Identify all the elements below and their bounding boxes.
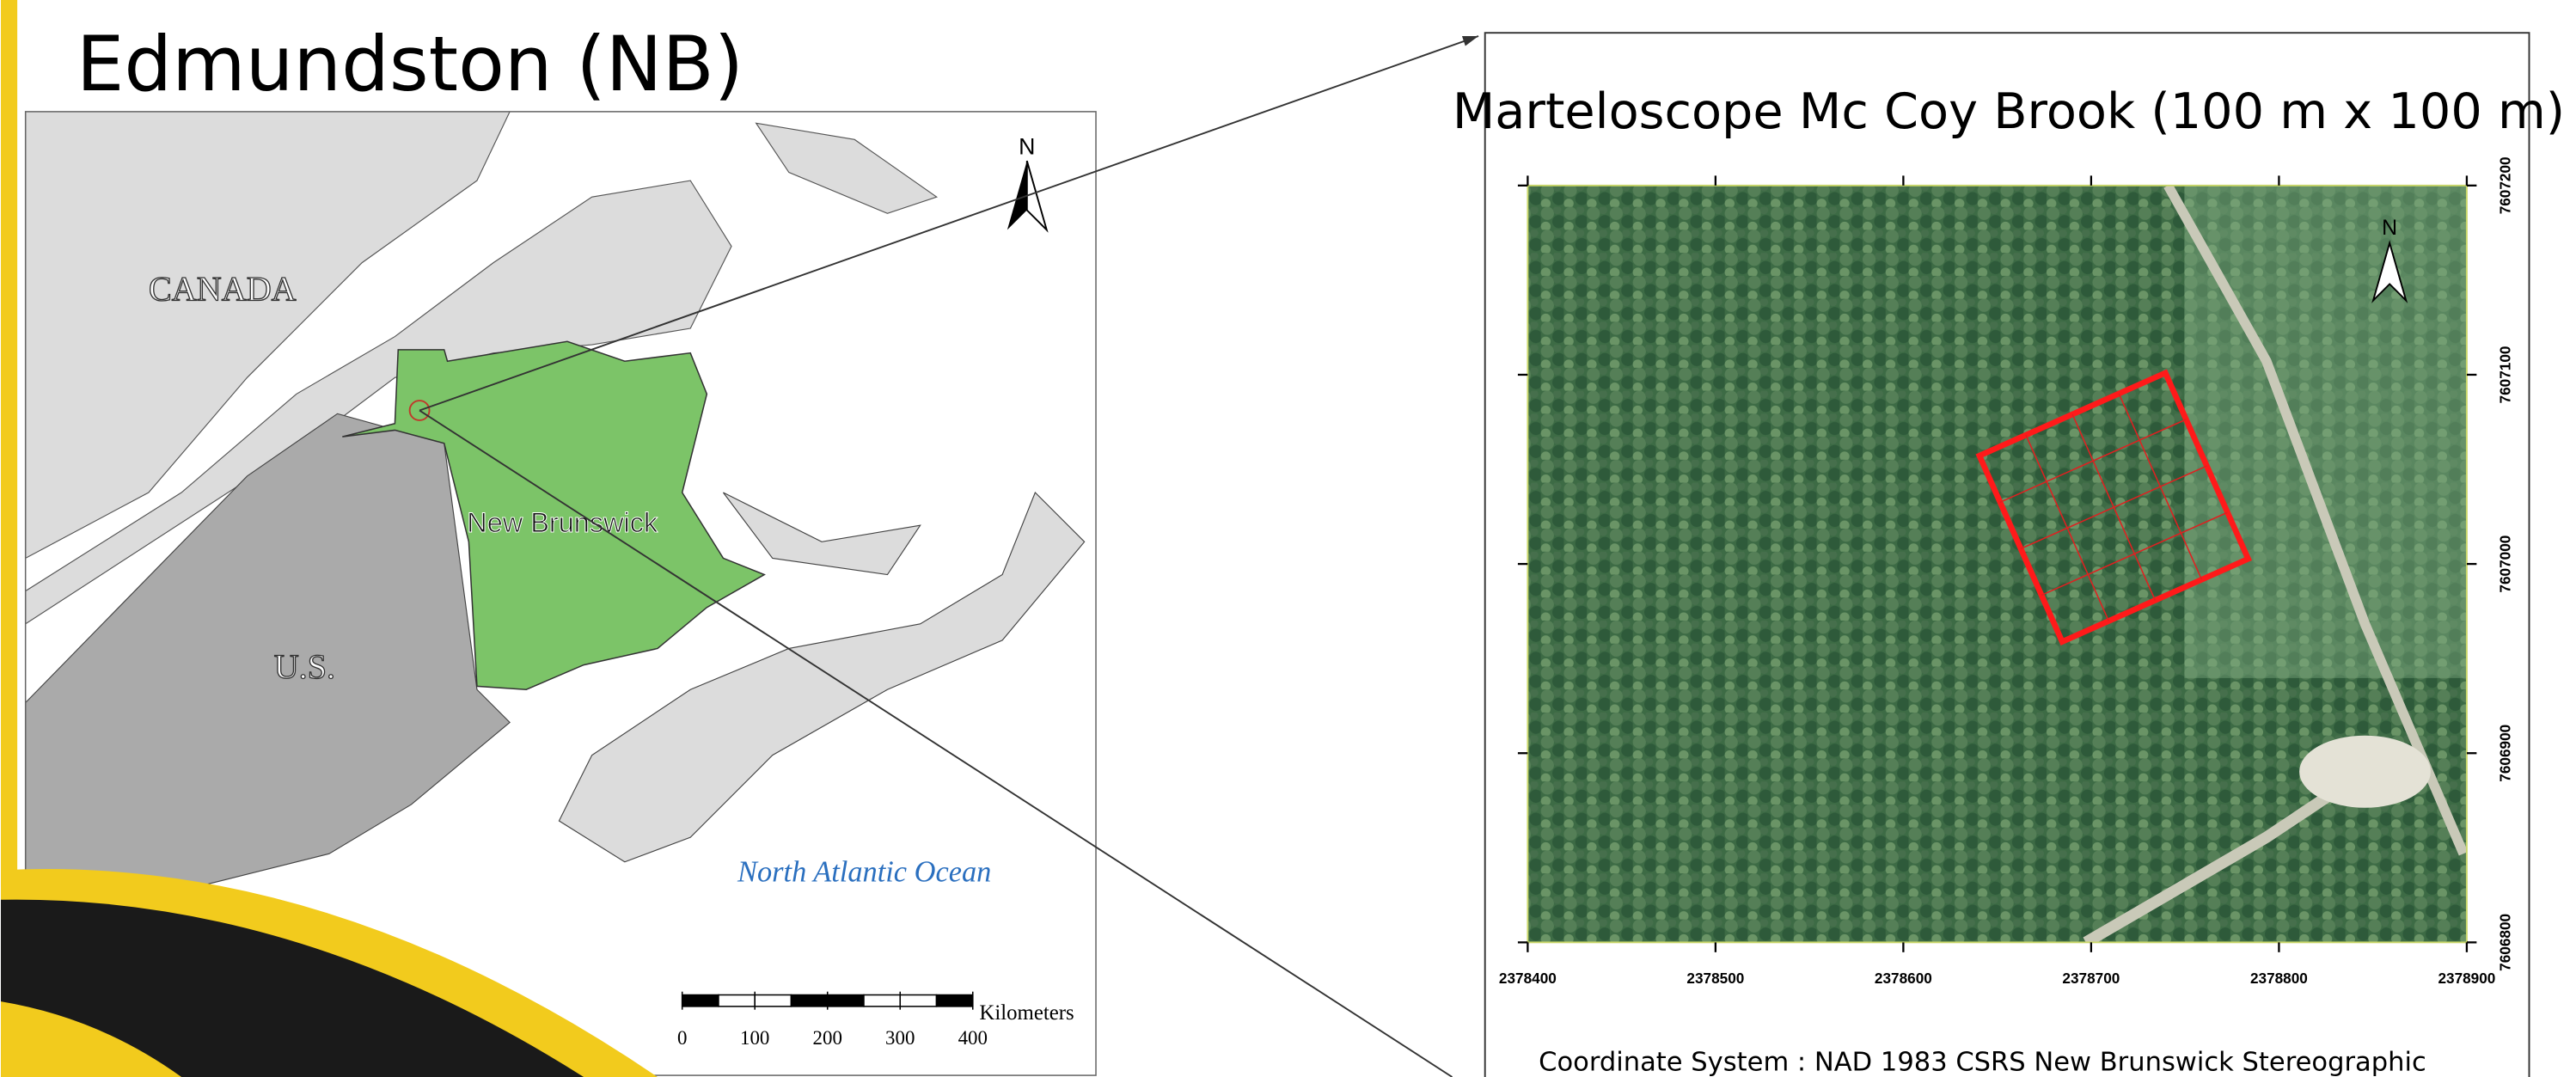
satellite-image: [1527, 186, 2467, 943]
scale-segment: [864, 994, 900, 1006]
slide: Edmundston (NB) CANADA U.S. New Brunswic…: [0, 0, 2576, 1077]
x-tick-label: 2378600: [1875, 970, 1932, 987]
scale-segment: [719, 994, 755, 1006]
y-tick-label: 7606800: [2496, 914, 2513, 971]
x-tick-label: 2378400: [1499, 970, 1557, 987]
scale-segment: [828, 994, 864, 1006]
x-tick-label: 2378500: [1686, 970, 1744, 987]
x-tick-label: 2378800: [2250, 970, 2308, 987]
scale-unit: Kilometers: [979, 1001, 1074, 1025]
scale-label: 400: [958, 1027, 988, 1049]
y-tick-label: 7607100: [2496, 346, 2513, 404]
slide-title: Edmundston (NB): [76, 20, 743, 108]
connector-arrowhead: [1462, 36, 1478, 46]
map-label: North Atlantic Ocean: [737, 856, 991, 889]
accent-bar: [1, 0, 17, 886]
scale-segment: [937, 994, 973, 1006]
scale-segment: [791, 994, 827, 1006]
scale-segment: [755, 994, 791, 1006]
scale-segment: [682, 994, 719, 1006]
scale-label: 0: [677, 1027, 687, 1049]
map-label: CANADA: [149, 270, 297, 309]
inset-title: Marteloscope Mc Coy Brook (100 m x 100 m…: [1453, 83, 2565, 140]
inset-north-label: N: [2382, 217, 2397, 240]
coordinate-system: Coordinate System : NAD 1983 CSRS New Br…: [1539, 1047, 2426, 1077]
scale-label: 100: [740, 1027, 769, 1049]
y-tick-label: 7607200: [2496, 156, 2513, 214]
map-label: U.S.: [274, 647, 335, 686]
y-tick-label: 7607000: [2496, 535, 2513, 593]
north-label: N: [1019, 134, 1035, 160]
scale-label: 200: [813, 1027, 842, 1049]
scale-label: 300: [885, 1027, 915, 1049]
x-tick-label: 2378900: [2438, 970, 2495, 987]
x-tick-label: 2378700: [2062, 970, 2120, 987]
y-tick-label: 7606900: [2496, 725, 2513, 782]
map-label: New Brunswick: [467, 507, 658, 538]
scale-segment: [900, 994, 936, 1006]
